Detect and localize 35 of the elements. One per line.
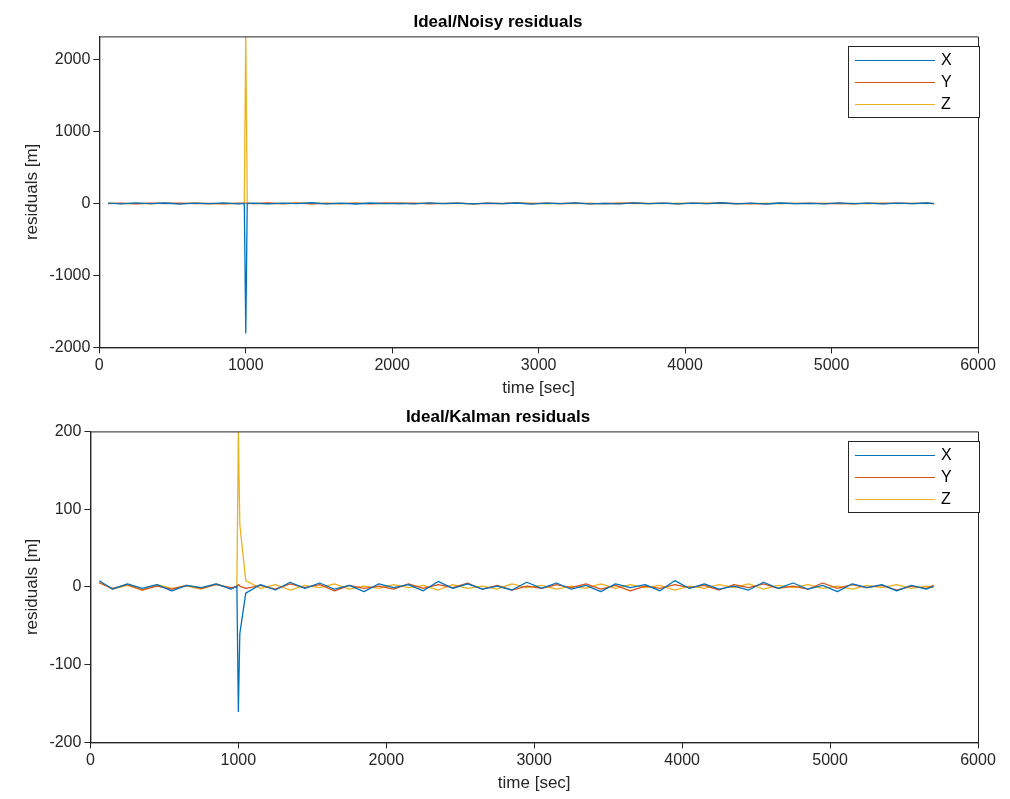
y-axis-title: residuals [m] [21,538,41,636]
x-axis-title: time [sec] [502,378,576,398]
x-axis-title: time [sec] [497,773,571,793]
legend-label: X [941,446,952,465]
x-tick-label: 2000 [368,751,405,769]
x-tick-label: 6000 [960,751,996,769]
y-tick-label: -2000 [49,337,91,355]
x-tick-label: 4000 [667,356,704,374]
y-axis-title: residuals [m] [21,143,41,241]
chart-title: Ideal/Noisy residuals [413,11,583,31]
y-tick-label: -100 [49,655,82,673]
legend-label: Z [941,95,951,114]
y-tick-label: 0 [72,577,82,595]
legend-label: X [941,51,952,70]
x-tick-label: 0 [94,356,104,374]
y-tick-label: 1000 [54,121,91,139]
x-tick-label: 1000 [220,751,257,769]
y-tick-label: -1000 [49,265,91,283]
y-tick-label: 0 [81,193,91,211]
chart-title: Ideal/Kalman residuals [405,406,591,426]
y-tick-label: -200 [49,732,82,750]
x-tick-label: 3000 [516,751,553,769]
legend-label: Z [941,490,951,509]
x-tick-label: 6000 [960,356,996,374]
legend-label: Y [941,73,952,92]
x-tick-label: 1000 [227,356,264,374]
x-tick-label: 2000 [374,356,411,374]
legend-label: Y [941,468,952,487]
x-tick-label: 5000 [813,356,850,374]
y-tick-label: 100 [54,499,82,517]
y-tick-label: 2000 [54,49,91,67]
x-tick-label: 4000 [664,751,701,769]
x-tick-label: 3000 [520,356,557,374]
y-tick-label: 200 [54,421,82,439]
x-tick-label: 5000 [812,751,848,769]
